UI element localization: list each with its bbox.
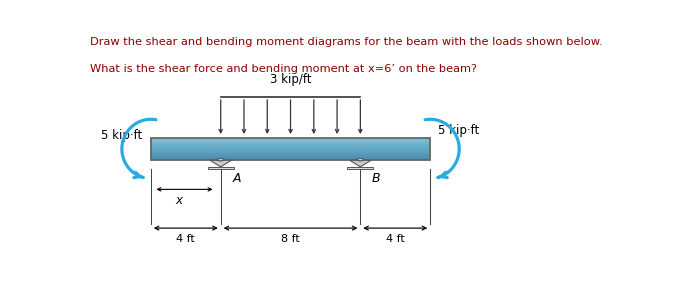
Bar	[151, 157, 430, 158]
Bar	[151, 140, 430, 141]
Polygon shape	[210, 160, 231, 167]
Text: 5 kip·ft: 5 kip·ft	[101, 129, 142, 142]
Text: What is the shear force and bending moment at x=6’ on the beam?: What is the shear force and bending mome…	[90, 64, 477, 74]
Bar	[151, 144, 430, 145]
Bar	[151, 151, 430, 152]
Text: 3 kip/ft: 3 kip/ft	[270, 73, 311, 86]
Text: A: A	[233, 172, 241, 185]
Ellipse shape	[218, 159, 224, 161]
Bar	[151, 148, 430, 149]
Bar	[151, 156, 430, 157]
Bar	[151, 139, 430, 140]
Text: B: B	[372, 172, 381, 185]
Bar	[151, 158, 430, 159]
Text: Draw the shear and bending moment diagrams for the beam with the loads shown bel: Draw the shear and bending moment diagra…	[90, 37, 603, 47]
Bar	[151, 147, 430, 148]
Bar	[151, 154, 430, 155]
Bar	[151, 159, 430, 160]
Ellipse shape	[357, 159, 364, 161]
Bar	[151, 150, 430, 151]
Bar	[151, 153, 430, 154]
Bar	[151, 142, 430, 143]
Bar	[151, 138, 430, 160]
Bar	[151, 141, 430, 142]
Bar	[151, 145, 430, 146]
Bar	[151, 143, 430, 144]
Text: 4 ft: 4 ft	[386, 234, 405, 244]
Bar	[151, 138, 430, 139]
Bar	[151, 149, 430, 150]
Bar	[151, 152, 430, 153]
Text: 4 ft: 4 ft	[176, 234, 195, 244]
Polygon shape	[350, 160, 371, 167]
Text: 8 ft: 8 ft	[281, 234, 300, 244]
Bar	[151, 146, 430, 147]
Bar	[151, 155, 430, 156]
Text: 5 kip·ft: 5 kip·ft	[438, 124, 479, 137]
Text: x: x	[175, 194, 182, 207]
